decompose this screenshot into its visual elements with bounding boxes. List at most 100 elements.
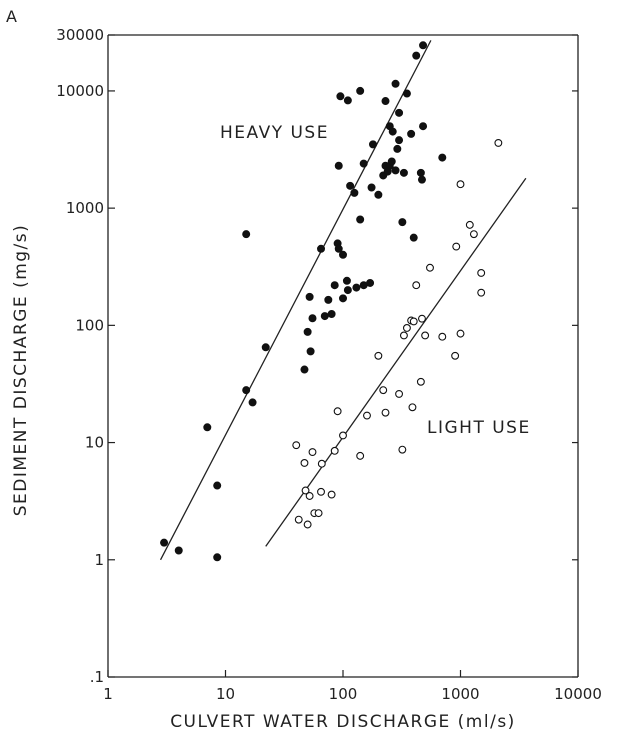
point-light-use: [303, 520, 312, 529]
point-heavy-use: [174, 546, 183, 555]
point-heavy-use: [367, 183, 376, 192]
point-heavy-use: [399, 168, 408, 177]
y-tick-label: 1000: [66, 199, 104, 217]
point-light-use: [301, 486, 310, 495]
point-heavy-use: [242, 386, 251, 395]
point-light-use: [339, 431, 347, 440]
fit-line-light-use: [265, 177, 527, 547]
point-light-use: [330, 446, 339, 455]
point-heavy-use: [320, 312, 329, 321]
point-light-use: [418, 314, 426, 323]
y-tick-label: 10000: [56, 82, 104, 100]
point-heavy-use: [308, 314, 317, 323]
point-heavy-use: [391, 166, 400, 175]
point-light-use: [408, 403, 417, 412]
point-heavy-use: [409, 233, 418, 242]
point-heavy-use: [343, 286, 352, 295]
point-light-use: [494, 138, 503, 147]
point-heavy-use: [412, 51, 421, 60]
point-light-use: [477, 288, 486, 297]
point-heavy-use: [402, 89, 411, 98]
point-heavy-use: [334, 161, 343, 170]
point-light-use: [292, 441, 301, 450]
point-heavy-use: [346, 181, 355, 190]
y-axis-label: SEDIMENT DISCHARGE (mg/s): [11, 224, 31, 517]
x-tick-label: 100: [329, 685, 358, 703]
point-light-use: [381, 408, 390, 417]
point-heavy-use: [213, 481, 222, 490]
point-heavy-use: [391, 79, 400, 88]
point-light-use: [333, 407, 342, 416]
point-heavy-use: [305, 292, 314, 301]
point-heavy-use: [327, 309, 336, 318]
point-heavy-use: [395, 108, 404, 117]
annotation-heavy-use: HEAVY USE: [220, 123, 329, 143]
point-light-use: [374, 351, 383, 360]
point-heavy-use: [419, 122, 428, 131]
point-light-use: [300, 459, 309, 467]
point-heavy-use: [407, 129, 416, 138]
point-heavy-use: [248, 398, 257, 407]
point-heavy-use: [303, 327, 312, 336]
point-heavy-use: [388, 127, 397, 136]
point-heavy-use: [160, 538, 169, 547]
point-light-use: [395, 389, 404, 398]
point-light-use: [294, 515, 303, 524]
point-light-use: [416, 377, 425, 386]
point-heavy-use: [416, 168, 425, 177]
point-light-use: [363, 411, 371, 420]
point-heavy-use: [368, 140, 377, 149]
point-heavy-use: [381, 97, 390, 106]
point-heavy-use: [350, 188, 359, 197]
point-light-use: [451, 351, 460, 360]
fit-line-heavy-use: [159, 40, 432, 561]
point-light-use: [412, 281, 421, 290]
point-heavy-use: [324, 295, 333, 304]
point-light-use: [477, 268, 486, 277]
point-heavy-use: [330, 281, 339, 290]
point-heavy-use: [300, 365, 309, 374]
point-heavy-use: [374, 190, 383, 199]
point-heavy-use: [352, 283, 361, 292]
data-points: [160, 41, 503, 562]
point-light-use: [421, 331, 430, 340]
point-heavy-use: [342, 276, 351, 285]
point-light-use: [456, 180, 465, 189]
x-axis-ticks: 1 10 100 1000 10000: [103, 670, 602, 703]
y-tick-label: 10: [85, 434, 104, 452]
point-light-use: [314, 509, 323, 518]
point-heavy-use: [359, 159, 368, 168]
point-heavy-use: [336, 92, 345, 101]
point-light-use: [305, 492, 314, 500]
y-tick-label: 100: [75, 316, 104, 334]
point-heavy-use: [419, 41, 428, 50]
x-tick-label: 1: [103, 685, 113, 703]
point-light-use: [379, 386, 388, 395]
point-light-use: [398, 445, 407, 454]
point-heavy-use: [356, 215, 365, 224]
point-heavy-use: [438, 153, 447, 162]
point-heavy-use: [398, 218, 407, 227]
point-heavy-use: [338, 250, 347, 259]
point-light-use: [317, 487, 325, 496]
point-heavy-use: [356, 86, 365, 95]
point-light-use: [402, 324, 411, 332]
point-light-use: [465, 220, 474, 229]
point-heavy-use: [261, 343, 270, 352]
point-heavy-use: [343, 96, 352, 105]
point-heavy-use: [213, 553, 222, 562]
y-tick-label: 1: [94, 551, 104, 569]
point-heavy-use: [395, 136, 404, 145]
point-heavy-use: [242, 230, 251, 239]
point-light-use: [469, 230, 478, 239]
point-light-use: [356, 451, 365, 460]
point-light-use: [327, 490, 336, 499]
x-tick-label: 10: [216, 685, 235, 703]
point-heavy-use: [334, 244, 343, 253]
point-heavy-use: [338, 294, 347, 303]
annotation-light-use: LIGHT USE: [427, 418, 531, 438]
x-tick-label: 1000: [441, 685, 479, 703]
point-heavy-use: [366, 278, 375, 287]
point-light-use: [308, 448, 317, 457]
